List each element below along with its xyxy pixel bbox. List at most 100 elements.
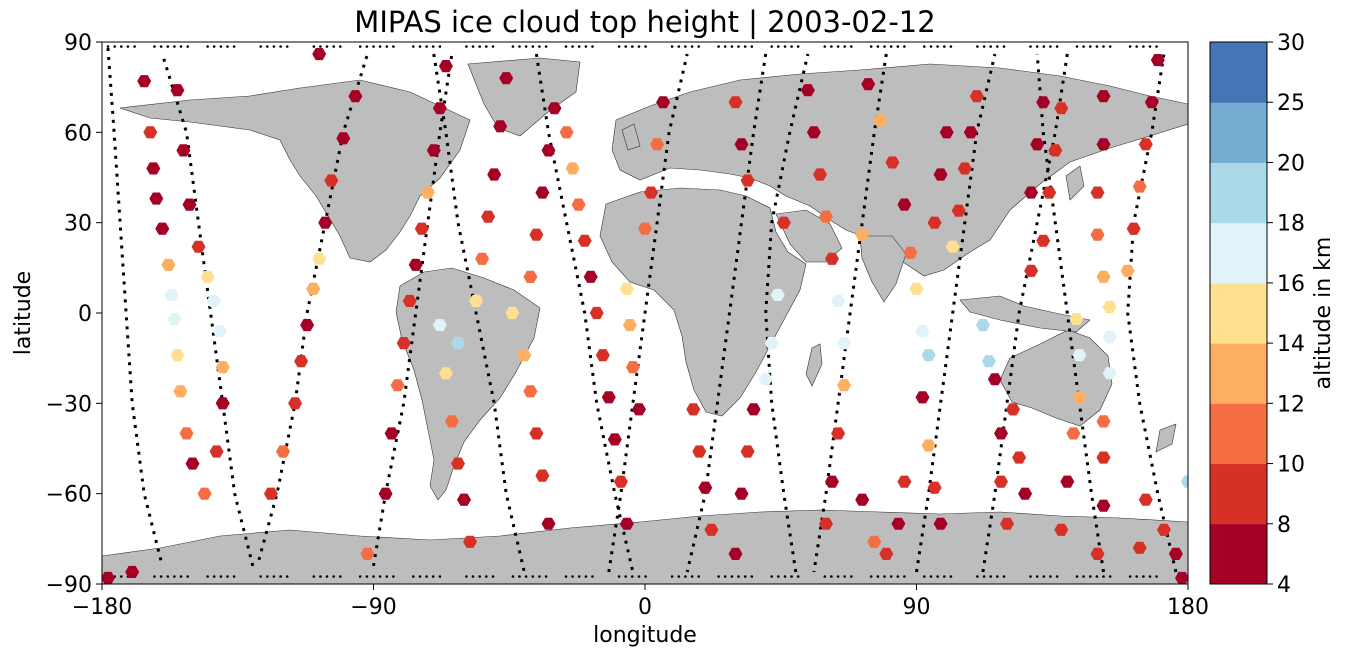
cloud-point: [740, 445, 755, 458]
cloud-point: [825, 252, 839, 265]
colorbar-segment: [1210, 523, 1267, 585]
polar-track-dot: [1095, 45, 1099, 48]
x-tick-label: 180: [1167, 595, 1209, 620]
y-tick-label: −30: [46, 392, 92, 417]
polar-track-dot: [179, 575, 183, 578]
polar-track-dot: [113, 45, 116, 48]
polar-track-dot: [372, 45, 375, 48]
cloud-point: [300, 319, 315, 332]
cloud-point: [324, 174, 339, 187]
cloud-point: [1096, 138, 1111, 151]
cloud-point: [408, 258, 423, 271]
polar-track-dots: [106, 45, 1158, 578]
cloud-point: [1156, 523, 1171, 536]
polar-track-dot: [949, 575, 953, 578]
polar-track-dot: [1135, 45, 1138, 48]
cloud-point: [994, 427, 1008, 440]
cloud-point: [692, 445, 707, 458]
cloud-point: [1066, 427, 1081, 440]
cloud-point: [897, 198, 912, 211]
cloud-point: [571, 198, 586, 211]
polar-track-dot: [1089, 575, 1092, 578]
polar-track-dot: [431, 45, 435, 48]
colorbar-tick-label: 10: [1277, 453, 1305, 478]
cloud-point: [855, 493, 870, 506]
cloud-point: [951, 204, 966, 217]
cloud-point: [164, 288, 179, 301]
cloud-point: [143, 126, 158, 139]
polar-track-dot: [1155, 575, 1158, 578]
cloud-point: [1102, 331, 1117, 344]
cloud-point: [1018, 487, 1033, 500]
cloud-point: [294, 355, 309, 368]
cloud-point: [312, 252, 327, 265]
polar-track-dot: [365, 45, 369, 48]
cloud-point: [873, 114, 888, 127]
polar-track-dot: [923, 575, 926, 578]
cloud-point: [1012, 451, 1027, 464]
polar-track-dot: [518, 575, 521, 578]
cloud-point: [903, 246, 918, 259]
land-africa: [599, 187, 807, 417]
cloud-point: [167, 313, 182, 326]
cloud-point: [200, 270, 215, 283]
polar-track-dot: [943, 575, 946, 578]
polar-track-dot: [790, 45, 793, 48]
cloud-point: [414, 222, 429, 235]
cloud-point: [704, 523, 719, 536]
polar-track-dot: [312, 575, 316, 578]
y-tick-label: 60: [64, 121, 92, 146]
cloud-point: [831, 294, 846, 307]
cloud-point: [1096, 499, 1111, 512]
polar-track-dot: [531, 45, 535, 48]
cloud-point: [1132, 541, 1147, 554]
polar-track-dot: [1075, 45, 1079, 48]
colorbar-segment: [1210, 403, 1267, 465]
polar-track-dot: [418, 45, 422, 48]
cloud-point: [541, 517, 556, 530]
cloud-point: [1072, 349, 1087, 362]
polar-track-dot: [272, 45, 276, 48]
polar-track-dot: [358, 575, 362, 578]
polar-track-dot: [259, 45, 263, 48]
polar-track-dot: [677, 575, 681, 578]
polar-track-dot: [631, 45, 634, 48]
polar-track-dot: [1128, 45, 1132, 48]
polar-track-dot: [212, 575, 216, 578]
orbit-track: [1035, 53, 1105, 573]
cloud-point: [185, 457, 200, 470]
y-tick-label: 90: [64, 31, 92, 56]
cloud-point: [632, 403, 646, 416]
polar-track-dot: [823, 45, 827, 48]
polar-track-dot: [737, 45, 740, 48]
polar-track-dot: [1082, 45, 1085, 48]
polar-track-dot: [272, 575, 276, 578]
cloud-point: [933, 517, 948, 530]
polar-track-dot: [206, 45, 209, 48]
polar-track-dot: [438, 575, 442, 578]
polar-track-dot: [319, 575, 322, 578]
cloud-point: [728, 547, 743, 560]
cloud-point: [1090, 547, 1105, 560]
cloud-point: [927, 216, 942, 229]
colorbar-segment: [1210, 343, 1267, 404]
cloud-point: [837, 379, 852, 392]
polar-track-dot: [896, 45, 900, 48]
polar-track-dot: [571, 45, 574, 48]
cloud-point: [622, 319, 637, 332]
polar-track-dot: [697, 45, 700, 48]
polar-track-dot: [232, 575, 236, 578]
cloud-point: [529, 228, 544, 241]
polar-track-dot: [159, 575, 163, 578]
cloud-point: [149, 192, 164, 205]
cloud-point: [1072, 391, 1087, 404]
cloud-point: [1102, 300, 1117, 313]
colorbar-tick-label: 8: [1277, 513, 1291, 538]
polar-track-dot: [1095, 575, 1099, 578]
polar-track-dot: [166, 45, 170, 48]
polar-track-dot: [153, 575, 156, 578]
colorbar-tick-label: 25: [1277, 91, 1305, 116]
polar-track-dot: [1108, 575, 1112, 578]
cloud-point: [1138, 138, 1153, 151]
polar-track-dot: [737, 575, 740, 578]
